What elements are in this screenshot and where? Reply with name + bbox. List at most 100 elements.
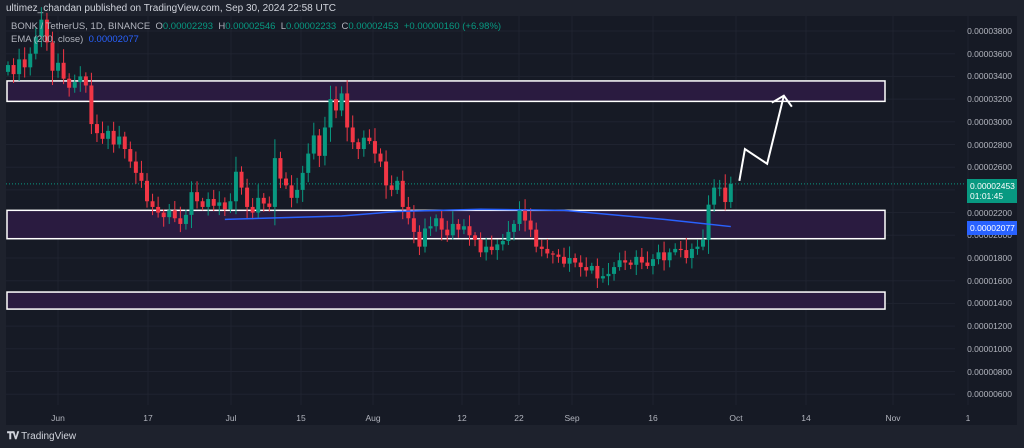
- high-value: 0.00002546: [225, 21, 276, 32]
- candle-body: [256, 197, 261, 213]
- time-tick: Aug: [365, 413, 381, 423]
- candle-body: [195, 192, 200, 202]
- candle-body: [506, 231, 511, 241]
- projection-arrow: [738, 95, 785, 181]
- candle-body: [695, 246, 700, 249]
- candle-body: [272, 158, 277, 207]
- candle-body: [117, 136, 122, 145]
- high-label: H: [218, 21, 226, 32]
- candle-body: [183, 214, 188, 224]
- candle-body: [584, 267, 589, 271]
- price-tick: 0.00003600: [967, 48, 1012, 59]
- candle-body: [511, 223, 516, 232]
- candle-body: [278, 158, 283, 179]
- candle-body: [172, 210, 177, 219]
- candle-body: [106, 130, 111, 139]
- candle-body: [523, 209, 528, 221]
- candle-body: [434, 218, 439, 227]
- candle-body: [245, 187, 250, 207]
- support-resistance-zone: [6, 291, 886, 310]
- candle-body: [439, 218, 444, 230]
- ema-line: [224, 208, 731, 228]
- low-value: 0.00002233: [286, 21, 337, 32]
- candle-body: [339, 93, 344, 111]
- candle-body: [67, 78, 72, 88]
- bar-countdown: 01:01:45: [970, 190, 1004, 201]
- candle-body: [417, 231, 422, 247]
- candle-body: [528, 220, 533, 230]
- candle-body: [94, 124, 99, 134]
- price-tick: 0.00001400: [967, 298, 1012, 309]
- candle-body: [378, 153, 383, 162]
- candle-body: [395, 180, 400, 190]
- symbol-label[interactable]: BONK / TetherUS, 1D, BINANCE: [11, 21, 151, 32]
- candle-body: [150, 201, 155, 207]
- candle-body: [328, 99, 333, 128]
- candle-body: [322, 127, 327, 156]
- price-tick: 0.00003400: [967, 71, 1012, 82]
- candle-body: [656, 252, 661, 260]
- time-tick: Jun: [51, 413, 65, 423]
- tradingview-logo[interactable]: 𝐓𝐕 TradingView: [7, 431, 76, 442]
- time-tick: Oct: [729, 413, 743, 423]
- price-tick: 0.00003800: [967, 26, 1012, 36]
- candle-body: [684, 250, 689, 258]
- time-tick: 22: [514, 413, 524, 423]
- candle-body: [573, 258, 578, 263]
- candle-body: [534, 229, 539, 247]
- candle-body: [133, 161, 138, 173]
- candle-body: [222, 202, 227, 210]
- candle-body: [289, 185, 294, 198]
- last-price: 0.00002453: [970, 180, 1015, 191]
- brand-name: TradingView: [21, 431, 77, 442]
- candle-body: [667, 252, 672, 261]
- last-price-tag: 0.00002453 01:01:45: [967, 178, 1017, 203]
- candle-body: [200, 201, 205, 207]
- candle-body: [22, 59, 27, 68]
- ema-label[interactable]: EMA (200, close): [11, 34, 84, 45]
- candle-body: [261, 197, 266, 204]
- change-value: +0.00000160 (+6.98%): [403, 21, 502, 32]
- close-label: C: [341, 21, 349, 32]
- time-tick: 1: [965, 413, 971, 423]
- candle-body: [178, 218, 183, 224]
- candle-body: [662, 252, 667, 261]
- candle-body: [423, 228, 427, 247]
- candle-body: [233, 171, 238, 202]
- candle-body: [545, 248, 550, 254]
- publisher-line: ultimez_chandan published on TradingView…: [6, 3, 337, 14]
- candle-body: [17, 59, 22, 75]
- time-tick: 17: [143, 413, 153, 423]
- candle-body: [550, 253, 555, 255]
- candle-body: [562, 256, 566, 264]
- arrow-head-icon: [771, 94, 793, 108]
- candle-body: [50, 42, 55, 71]
- support-resistance-zone: [6, 80, 886, 103]
- candle-body: [634, 256, 639, 265]
- candle-body: [645, 262, 650, 266]
- price-tick: 0.00001000: [967, 343, 1012, 354]
- candle-body: [33, 36, 38, 54]
- price-tick: 0.00002200: [967, 207, 1012, 218]
- candle-body: [83, 76, 88, 86]
- candle-body: [706, 204, 711, 240]
- price-tick: 0.00001800: [967, 253, 1012, 263]
- candle-body: [300, 172, 305, 190]
- candle-body: [639, 256, 644, 263]
- price-tick: 0.00001600: [967, 275, 1012, 286]
- candle-body: [122, 136, 127, 150]
- candle-body: [228, 201, 233, 210]
- candle-body: [56, 62, 61, 71]
- candle-body: [484, 246, 489, 253]
- price-tick: 0.00003000: [967, 116, 1012, 127]
- candle-body: [39, 19, 44, 37]
- candle-body: [728, 183, 733, 203]
- time-tick: Jul: [225, 413, 237, 423]
- chart-legend: BONK / TetherUS, 1D, BINANCE O0.00002293…: [11, 20, 501, 46]
- ema-row: EMA (200, close) 0.00002077: [11, 33, 501, 46]
- candle-body: [673, 248, 678, 253]
- candle-body: [239, 171, 244, 188]
- candle-body: [284, 178, 288, 186]
- candle-body: [167, 210, 172, 218]
